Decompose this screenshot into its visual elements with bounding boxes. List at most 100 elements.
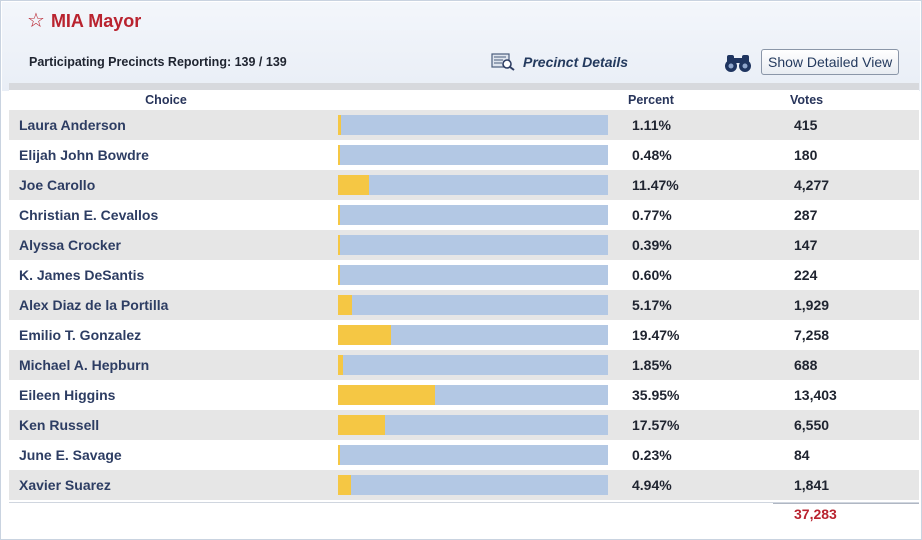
candidate-name: Eileen Higgins: [9, 380, 323, 410]
candidate-name: Elijah John Bowdre: [9, 140, 323, 170]
vote-share-fill: [338, 325, 391, 345]
candidate-row: Elijah John Bowdre 0.48% 180: [9, 140, 919, 170]
candidate-name: Joe Carollo: [9, 170, 323, 200]
votes-cell: 147: [790, 230, 919, 260]
vote-share-fill: [338, 115, 341, 135]
vote-share-cell: [323, 350, 628, 380]
votes-cell: 6,550: [790, 410, 919, 440]
percent-value: 5.17%: [632, 297, 672, 313]
candidate-row: Emilio T. Gonzalez 19.47% 7,258: [9, 320, 919, 350]
votes-value: 224: [794, 267, 818, 283]
precinct-details-link[interactable]: Precinct Details: [491, 53, 628, 71]
votes-value: 13,403: [794, 387, 837, 403]
percent-cell: 0.60%: [628, 260, 790, 290]
candidate-row: K. James DeSantis 0.60% 224: [9, 260, 919, 290]
vote-share-cell: [323, 260, 628, 290]
precinct-details-icon: [491, 53, 515, 71]
votes-cell: 688: [790, 350, 919, 380]
percent-cell: 11.47%: [628, 170, 790, 200]
percent-header: Percent: [628, 90, 790, 110]
percent-cell: 35.95%: [628, 380, 790, 410]
vote-share-fill: [338, 145, 340, 165]
percent-value: 17.57%: [632, 417, 680, 433]
candidate-row: Christian E. Cevallos 0.77% 287: [9, 200, 919, 230]
vote-share-cell: [323, 470, 628, 500]
vote-share-bar: [338, 295, 608, 315]
percent-value: 0.23%: [632, 447, 672, 463]
votes-cell: 7,258: [790, 320, 919, 350]
table-bottom-rule: [9, 502, 919, 503]
vote-share-cell: [323, 440, 628, 470]
vote-share-cell: [323, 170, 628, 200]
race-title: MIA Mayor: [50, 10, 142, 31]
votes-value: 84: [794, 447, 810, 463]
candidate-row: June E. Savage 0.23% 84: [9, 440, 919, 470]
total-spacer-cell: [9, 500, 323, 528]
vote-share-fill: [338, 265, 340, 285]
total-rule: [773, 503, 919, 504]
vote-share-fill: [338, 235, 340, 255]
votes-cell: 13,403: [790, 380, 919, 410]
candidate-name: Christian E. Cevallos: [9, 200, 323, 230]
vote-share-bar: [338, 265, 608, 285]
percent-cell: 17.57%: [628, 410, 790, 440]
percent-cell: 0.48%: [628, 140, 790, 170]
vote-share-fill: [338, 205, 340, 225]
candidate-name: Xavier Suarez: [9, 470, 323, 500]
percent-value: 1.11%: [632, 117, 671, 133]
precinct-details-label: Precinct Details: [523, 54, 629, 70]
percent-cell: 1.11%: [628, 110, 790, 140]
results-table: Choice Percent Votes Laura Anderson 1.11%…: [9, 90, 919, 528]
candidate-row: Xavier Suarez 4.94% 1,841: [9, 470, 919, 500]
show-detailed-view-button[interactable]: Show Detailed View: [761, 49, 900, 75]
total-votes-cell: 37,283: [790, 500, 919, 528]
percent-cell: 5.17%: [628, 290, 790, 320]
percent-cell: 0.39%: [628, 230, 790, 260]
binoculars-icon[interactable]: [724, 53, 752, 73]
votes-cell: 4,277: [790, 170, 919, 200]
star-icon[interactable]: ☆: [27, 10, 45, 32]
votes-value: 147: [794, 237, 818, 253]
vote-share-fill: [338, 175, 369, 195]
vote-share-fill: [338, 475, 351, 495]
total-row: 37,283: [9, 500, 919, 528]
vote-share-cell: [323, 200, 628, 230]
percent-value: 19.47%: [632, 327, 680, 343]
candidate-row: Eileen Higgins 35.95% 13,403: [9, 380, 919, 410]
votes-value: 4,277: [794, 177, 830, 193]
percent-cell: 4.94%: [628, 470, 790, 500]
vote-share-bar: [338, 115, 608, 135]
vote-share-fill: [338, 355, 343, 375]
vote-share-bar: [338, 385, 608, 405]
candidate-row: Michael A. Hepburn 1.85% 688: [9, 350, 919, 380]
vote-share-cell: [323, 140, 628, 170]
candidate-name: Emilio T. Gonzalez: [9, 320, 323, 350]
candidate-row: Laura Anderson 1.11% 415: [9, 110, 919, 140]
percent-value: 0.39%: [632, 237, 672, 253]
precincts-reporting: Participating Precincts Reporting: 139 /…: [29, 55, 287, 69]
total-spacer-cell: [323, 500, 628, 528]
candidate-name: Ken Russell: [9, 410, 323, 440]
votes-value: 415: [794, 117, 818, 133]
vote-share-bar: [338, 415, 608, 435]
percent-value: 35.95%: [632, 387, 680, 403]
vote-share-bar: [338, 355, 608, 375]
votes-value: 1,841: [794, 477, 830, 493]
candidate-name: June E. Savage: [9, 440, 323, 470]
vote-share-cell: [323, 410, 628, 440]
candidate-name: Laura Anderson: [9, 110, 323, 140]
choice-header: Choice: [9, 90, 323, 110]
votes-cell: 1,841: [790, 470, 919, 500]
candidate-row: Alex Diaz de la Portilla 5.17% 1,929: [9, 290, 919, 320]
total-votes: 37,283: [794, 506, 837, 522]
percent-value: 1.85%: [632, 357, 672, 373]
votes-cell: 84: [790, 440, 919, 470]
votes-value: 7,258: [794, 327, 830, 343]
vote-share-cell: [323, 230, 628, 260]
votes-cell: 1,929: [790, 290, 919, 320]
vote-share-fill: [338, 445, 340, 465]
vote-share-bar: [338, 205, 608, 225]
vote-share-bar: [338, 445, 608, 465]
votes-value: 6,550: [794, 417, 830, 433]
